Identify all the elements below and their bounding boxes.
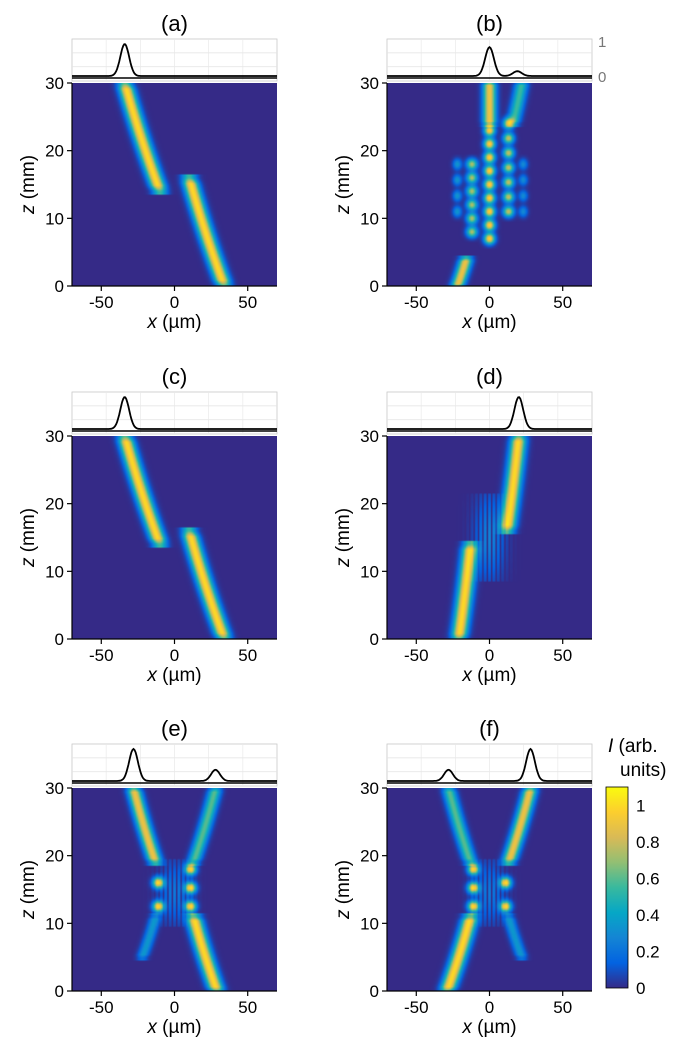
heatmap-image <box>72 436 277 639</box>
chart-panel-f: (f) 0 10 20 30 -50 0 50 x (µm) z (mm) <box>333 716 593 1038</box>
heatmap-image <box>387 788 592 991</box>
panel-title: (c) <box>162 364 188 389</box>
x-tick-label: 50 <box>553 293 572 312</box>
y-tick-label: 30 <box>360 779 379 798</box>
colorbar-tick-label: 0.4 <box>636 906 660 925</box>
x-tick-label: 0 <box>485 646 494 665</box>
x-tick-label: 50 <box>238 998 257 1017</box>
y-axis-label: z (mm) <box>333 508 354 568</box>
panel-title: (e) <box>161 716 188 741</box>
y-tick-label: 20 <box>360 495 379 514</box>
x-tick-label: 0 <box>170 998 179 1017</box>
chart-panel-a: (a) 0 10 20 30 -50 0 50 x (µm) z (mm) <box>18 11 278 333</box>
x-tick-label: -50 <box>404 293 429 312</box>
y-tick-label: 0 <box>55 630 64 649</box>
y-axis-label: z (mm) <box>18 860 39 920</box>
y-tick-label: 20 <box>45 495 64 514</box>
x-tick-label: -50 <box>404 998 429 1017</box>
y-tick-label: 30 <box>360 427 379 446</box>
profile-tick-label: 1 <box>598 34 606 51</box>
chart-panel-d: (d) 0 10 20 30 -50 0 50 x (µm) z (mm) <box>333 364 593 686</box>
x-tick-label: 0 <box>170 293 179 312</box>
x-tick-label: -50 <box>89 293 114 312</box>
y-tick-label: 20 <box>360 847 379 866</box>
x-axis-label: x (µm) <box>146 312 201 333</box>
colorbar-label-line2: units) <box>620 760 666 781</box>
colorbar-tick-label: 0 <box>636 979 645 998</box>
y-tick-label: 30 <box>360 74 379 93</box>
x-tick-label: 50 <box>238 646 257 665</box>
x-tick-label: 0 <box>485 293 494 312</box>
y-tick-label: 30 <box>45 779 64 798</box>
colorbar: 1 0.8 0.6 0.4 0.2 0 I (arb. units) <box>605 736 666 998</box>
y-tick-label: 0 <box>55 982 64 1001</box>
x-tick-label: -50 <box>89 646 114 665</box>
y-axis-label: z (mm) <box>18 155 39 215</box>
x-tick-label: 50 <box>238 293 257 312</box>
panel-title: (f) <box>479 716 500 741</box>
y-tick-label: 0 <box>370 982 379 1001</box>
heatmap-image <box>72 788 277 991</box>
x-axis-label: x (µm) <box>146 665 201 686</box>
panel-title: (b) <box>476 11 503 36</box>
y-axis-label: z (mm) <box>333 860 354 920</box>
y-tick-label: 20 <box>45 847 64 866</box>
profile-tick-label: 0 <box>598 69 606 86</box>
heatmap-image <box>387 436 592 639</box>
y-tick-label: 10 <box>45 209 64 228</box>
colorbar-tick-label: 0.8 <box>636 833 660 852</box>
y-tick-label: 0 <box>55 277 64 296</box>
colorbar-tick-label: 1 <box>636 796 645 815</box>
colorbar-tick-label: 0.2 <box>636 942 660 961</box>
y-axis-label: z (mm) <box>18 508 39 568</box>
panel-title: (a) <box>161 11 188 36</box>
profile-line <box>387 46 592 77</box>
profile-line <box>72 747 277 782</box>
y-tick-label: 10 <box>360 562 379 581</box>
x-tick-label: 50 <box>553 646 572 665</box>
colorbar-tick-label: 0.6 <box>636 869 660 888</box>
y-tick-label: 10 <box>360 914 379 933</box>
y-tick-label: 10 <box>360 209 379 228</box>
profile-line <box>72 396 277 430</box>
heatmap-image <box>72 83 277 286</box>
panel-title: (d) <box>476 364 503 389</box>
profile-line <box>72 43 277 77</box>
x-axis-label: x (µm) <box>461 1017 516 1038</box>
x-tick-label: -50 <box>89 998 114 1017</box>
y-tick-label: 20 <box>45 142 64 161</box>
y-tick-label: 20 <box>360 142 379 161</box>
colorbar-label: I (arb. <box>608 736 658 757</box>
heatmap-image <box>387 83 592 286</box>
y-axis-label: z (mm) <box>333 155 354 215</box>
x-axis-label: x (µm) <box>461 312 516 333</box>
y-tick-label: 10 <box>45 562 64 581</box>
x-axis-label: x (µm) <box>146 1017 201 1038</box>
profile-line <box>387 396 592 430</box>
x-tick-label: -50 <box>404 646 429 665</box>
chart-panel-e: (e) 0 10 20 30 -50 0 50 x (µm) z (mm) <box>18 716 278 1038</box>
x-axis-label: x (µm) <box>461 665 516 686</box>
y-tick-label: 30 <box>45 427 64 446</box>
chart-panel-c: (c) 0 10 20 30 -50 0 50 x (µm) z (mm) <box>18 364 278 686</box>
x-tick-label: 0 <box>170 646 179 665</box>
profile-line <box>387 747 592 782</box>
y-tick-label: 0 <box>370 277 379 296</box>
y-tick-label: 30 <box>45 74 64 93</box>
colorbar-rect <box>605 786 629 989</box>
y-tick-label: 0 <box>370 630 379 649</box>
y-tick-label: 10 <box>45 914 64 933</box>
x-tick-label: 0 <box>485 998 494 1017</box>
x-tick-label: 50 <box>553 998 572 1017</box>
